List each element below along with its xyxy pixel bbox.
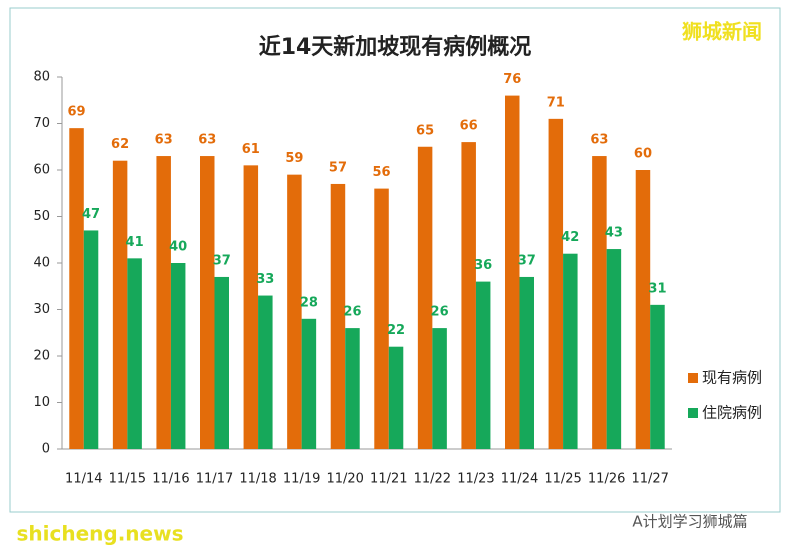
bar	[83, 230, 99, 449]
x-tick-label: 11/24	[501, 472, 538, 487]
y-tick-label: 20	[33, 349, 50, 364]
y-tick-label: 40	[33, 256, 50, 271]
bar	[287, 174, 302, 449]
value-label: 63	[155, 133, 173, 148]
x-tick-label: 11/21	[370, 472, 407, 487]
x-tick-label: 11/15	[109, 472, 146, 487]
value-label: 22	[387, 323, 405, 338]
bar	[374, 188, 389, 449]
bar	[417, 146, 433, 449]
legend-label: 住院病例	[702, 404, 762, 422]
value-label: 65	[416, 123, 434, 138]
value-label: 61	[242, 142, 260, 157]
bar	[606, 249, 622, 449]
bar	[505, 95, 520, 449]
x-tick-label: 11/20	[326, 472, 363, 487]
value-label: 42	[561, 230, 579, 245]
value-label: 37	[518, 253, 536, 268]
x-tick-label: 11/23	[457, 472, 494, 487]
value-label: 40	[169, 240, 187, 255]
bar	[301, 318, 317, 449]
value-label: 33	[256, 272, 274, 287]
bar	[563, 253, 578, 449]
value-label: 41	[126, 235, 144, 250]
bar	[200, 156, 215, 450]
value-label: 60	[634, 147, 652, 162]
value-label: 62	[111, 137, 129, 152]
y-tick-label: 60	[33, 163, 50, 178]
y-tick-label: 50	[33, 209, 50, 224]
value-label: 76	[503, 72, 521, 87]
value-label: 63	[198, 133, 216, 148]
bar	[461, 142, 476, 449]
bar	[127, 258, 142, 449]
x-tick-label: 11/14	[65, 472, 102, 487]
value-label: 69	[67, 105, 85, 120]
y-tick-label: 0	[42, 442, 50, 457]
y-tick-label: 10	[33, 395, 50, 410]
value-label: 47	[82, 207, 100, 222]
value-label: 56	[372, 165, 390, 180]
value-label: 43	[605, 226, 623, 241]
bar	[214, 276, 229, 449]
bar	[650, 304, 665, 449]
watermark: shicheng.news	[17, 522, 184, 546]
x-tick-label: 11/16	[152, 472, 189, 487]
legend-label: 现有病例	[702, 369, 762, 387]
x-tick-label: 11/17	[196, 472, 233, 487]
value-label: 26	[431, 305, 449, 320]
bar	[388, 346, 404, 449]
watermark: 狮城新闻	[682, 20, 762, 44]
bar	[475, 281, 491, 449]
value-label: 63	[590, 133, 608, 148]
bar	[432, 328, 447, 449]
bar	[112, 160, 128, 449]
value-label: 59	[285, 151, 303, 166]
bar	[170, 263, 186, 449]
value-label: 26	[343, 305, 361, 320]
y-tick-label: 70	[33, 116, 50, 131]
value-label: 37	[213, 253, 231, 268]
y-tick-label: 30	[33, 302, 50, 317]
bar	[519, 276, 534, 449]
x-tick-label: 11/18	[239, 472, 276, 487]
value-label: 36	[474, 258, 492, 273]
bar	[156, 156, 171, 450]
value-label: 71	[547, 95, 565, 110]
bar	[635, 170, 651, 449]
y-tick-label: 80	[33, 70, 50, 85]
x-tick-label: 11/22	[414, 472, 451, 487]
x-tick-label: 11/26	[588, 472, 625, 487]
bar	[330, 183, 346, 449]
bar	[69, 128, 84, 449]
value-label: 31	[648, 281, 666, 296]
chart-title: 近14天新加坡现有病例概况	[259, 34, 532, 60]
x-tick-label: 11/27	[631, 472, 668, 487]
value-label: 66	[460, 119, 478, 134]
bar	[548, 118, 564, 449]
legend-swatch	[688, 408, 698, 418]
x-tick-label: 11/25	[544, 472, 581, 487]
value-label: 28	[300, 295, 318, 310]
value-label: 57	[329, 160, 347, 175]
bar	[345, 328, 360, 449]
watermark: A计划学习狮城篇	[632, 513, 747, 531]
bar	[258, 295, 273, 449]
bar	[592, 156, 607, 450]
legend-swatch	[688, 373, 698, 383]
bar	[243, 165, 259, 449]
x-tick-label: 11/19	[283, 472, 320, 487]
